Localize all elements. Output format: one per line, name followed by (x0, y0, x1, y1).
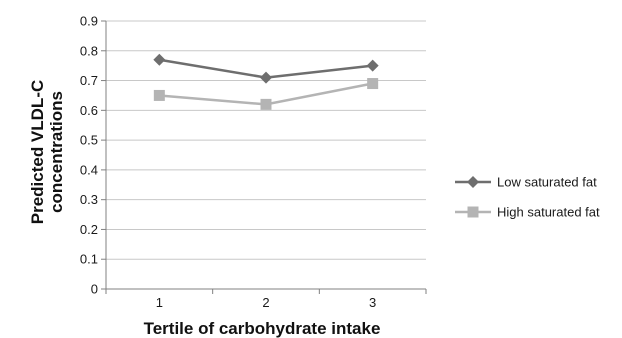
data-point (260, 71, 272, 84)
legend: Low saturated fat High saturated fat (455, 175, 600, 220)
y-tick-label: 0.1 (80, 252, 98, 267)
data-point (153, 53, 166, 66)
series-2 (153, 78, 379, 110)
legend-marker (467, 206, 479, 218)
y-tick-label: 0.3 (80, 192, 98, 207)
series-layer (153, 53, 379, 110)
data-point (260, 98, 272, 110)
data-point (366, 59, 379, 72)
x-tick-label: 3 (369, 295, 376, 310)
x-axis-title: Tertile of carbohydrate intake (144, 319, 381, 338)
legend-label: Low saturated fat (497, 175, 597, 190)
y-tick-label: 0.9 (80, 14, 98, 29)
y-tick-label: 0.5 (80, 133, 98, 148)
y-axis-title-line1: Predicted VLDL-C (28, 80, 47, 225)
legend-label: High saturated fat (497, 205, 600, 220)
y-tick-label: 0.2 (80, 222, 98, 237)
data-point (153, 89, 165, 101)
gridlines (106, 20, 426, 260)
data-point (367, 78, 379, 90)
legend-item: High saturated fat (455, 205, 600, 220)
series-1 (153, 53, 379, 84)
axes (101, 20, 427, 294)
y-tick-labels: 0 0.1 0.2 0.3 0.4 0.5 0.6 0.7 0.8 0.9 (80, 14, 98, 297)
legend-item: Low saturated fat (455, 175, 597, 190)
y-tick-label: 0 (91, 282, 98, 297)
legend-marker (467, 176, 479, 188)
y-axis-title-line2: concentrations (47, 91, 66, 213)
y-tick-label: 0.4 (80, 162, 98, 177)
x-tick-labels: 1 2 3 (156, 295, 377, 310)
y-tick-label: 0.8 (80, 43, 98, 58)
x-tick-label: 2 (262, 295, 269, 310)
y-tick-label: 0.7 (80, 73, 98, 88)
y-tick-label: 0.6 (80, 103, 98, 118)
x-tick-label: 1 (156, 295, 163, 310)
